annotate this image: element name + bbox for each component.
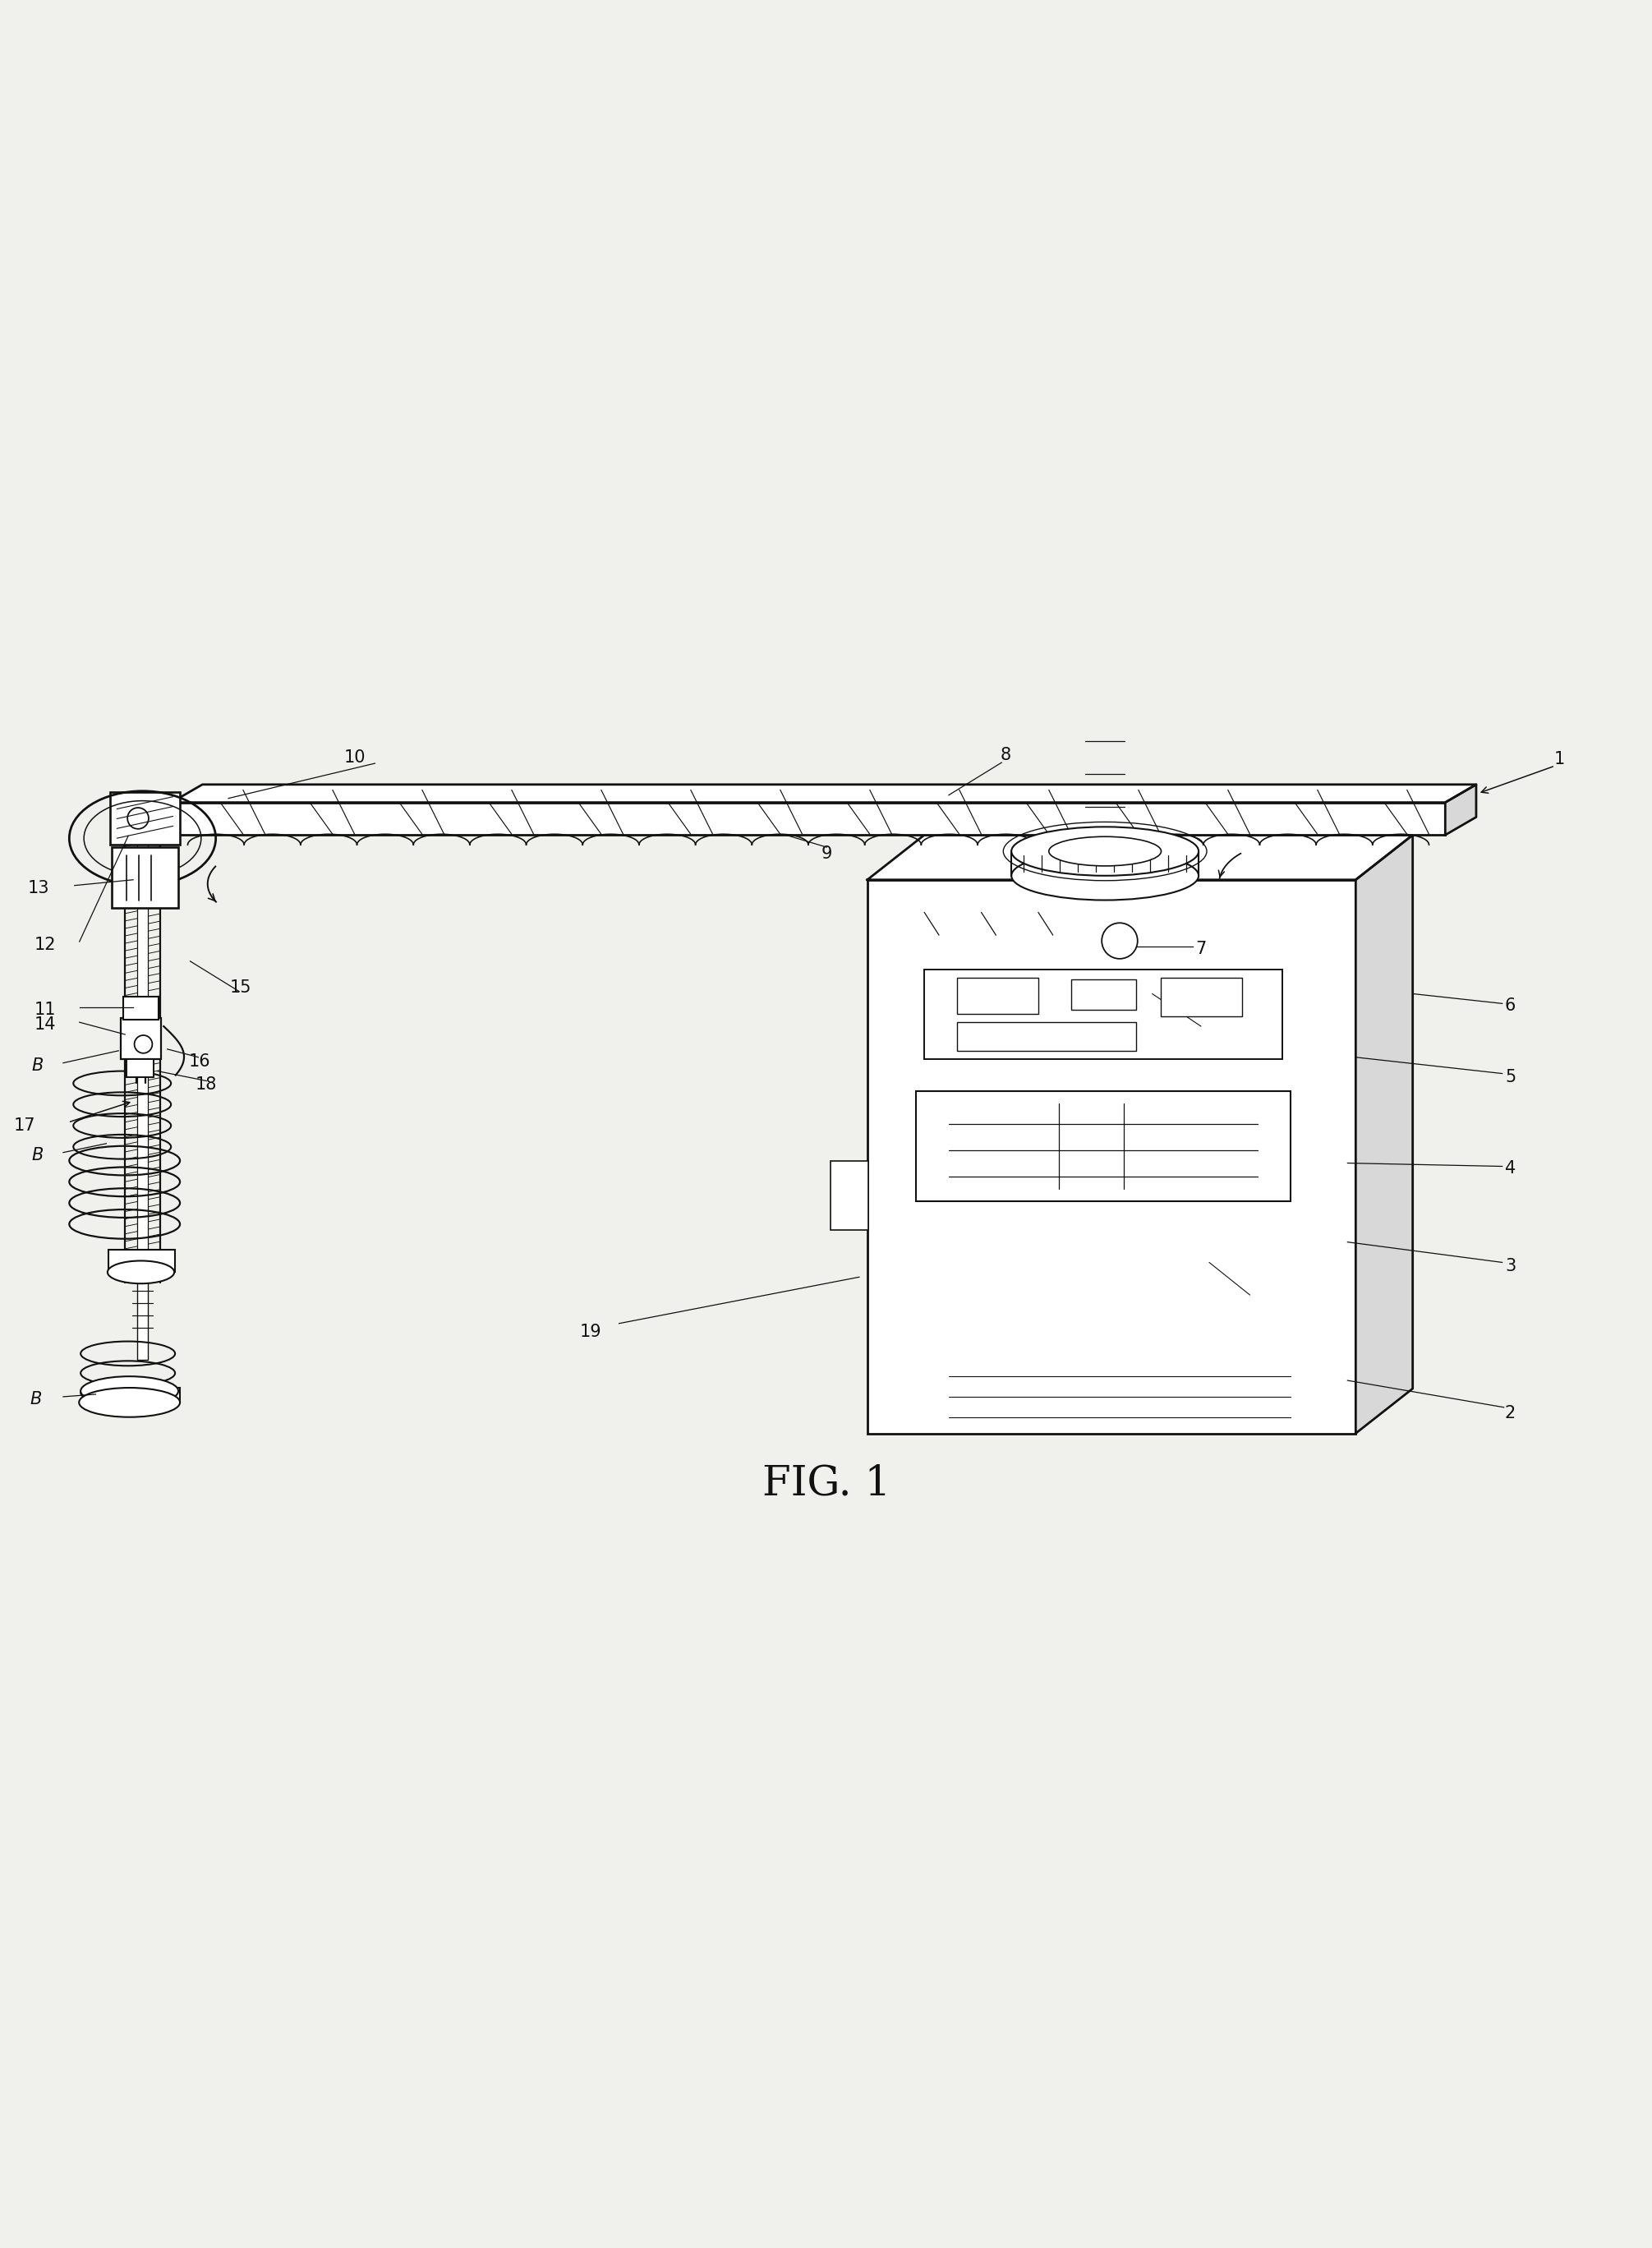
Bar	[957, 1023, 1137, 1050]
Text: 19: 19	[580, 1324, 601, 1340]
Text: 8: 8	[1001, 746, 1011, 764]
Bar	[137, 834, 149, 1284]
Ellipse shape	[1011, 852, 1199, 899]
Circle shape	[1102, 924, 1138, 958]
Circle shape	[127, 807, 149, 830]
Text: 11: 11	[35, 1003, 56, 1018]
Bar	[126, 1059, 154, 1077]
Text: 17: 17	[13, 1117, 36, 1133]
Bar	[831, 1160, 869, 1230]
Ellipse shape	[79, 1387, 180, 1416]
Bar	[1160, 978, 1242, 1016]
Text: FIG. 1: FIG. 1	[763, 1463, 890, 1504]
Text: 2: 2	[1505, 1405, 1517, 1421]
Bar	[957, 978, 1037, 1014]
Bar	[122, 998, 159, 1021]
Bar	[111, 791, 180, 845]
Bar	[137, 1284, 149, 1360]
Polygon shape	[172, 785, 1477, 803]
Text: 14: 14	[35, 1016, 56, 1032]
Polygon shape	[1446, 785, 1477, 834]
Text: 10: 10	[344, 749, 365, 767]
Bar	[93, 1387, 180, 1403]
Ellipse shape	[1049, 836, 1161, 865]
Text: 1: 1	[1555, 751, 1564, 767]
Bar	[112, 847, 178, 908]
Polygon shape	[1356, 834, 1412, 1434]
Text: 16: 16	[188, 1052, 211, 1070]
Polygon shape	[867, 834, 1412, 879]
Text: 18: 18	[195, 1077, 218, 1093]
Ellipse shape	[81, 1376, 178, 1405]
Text: 15: 15	[230, 980, 251, 996]
Text: 5: 5	[1505, 1068, 1517, 1086]
Bar	[121, 1018, 162, 1059]
Text: 9: 9	[821, 845, 833, 861]
Bar	[109, 1250, 175, 1272]
Text: 6: 6	[1505, 998, 1517, 1014]
Bar	[867, 879, 1356, 1434]
Circle shape	[134, 1036, 152, 1052]
Text: B: B	[31, 1057, 43, 1075]
Bar	[925, 969, 1282, 1059]
Text: 13: 13	[28, 879, 50, 897]
Ellipse shape	[107, 1261, 173, 1284]
Bar	[917, 1093, 1290, 1200]
Bar	[1082, 834, 1128, 847]
Bar	[172, 803, 1446, 834]
Text: B: B	[31, 1146, 43, 1162]
Text: 7: 7	[1196, 940, 1206, 958]
Text: 4: 4	[1505, 1160, 1517, 1178]
Bar	[1070, 980, 1137, 1009]
Text: 3: 3	[1505, 1259, 1517, 1275]
Text: B: B	[30, 1392, 41, 1407]
Ellipse shape	[1011, 827, 1199, 877]
Text: 12: 12	[35, 937, 56, 953]
